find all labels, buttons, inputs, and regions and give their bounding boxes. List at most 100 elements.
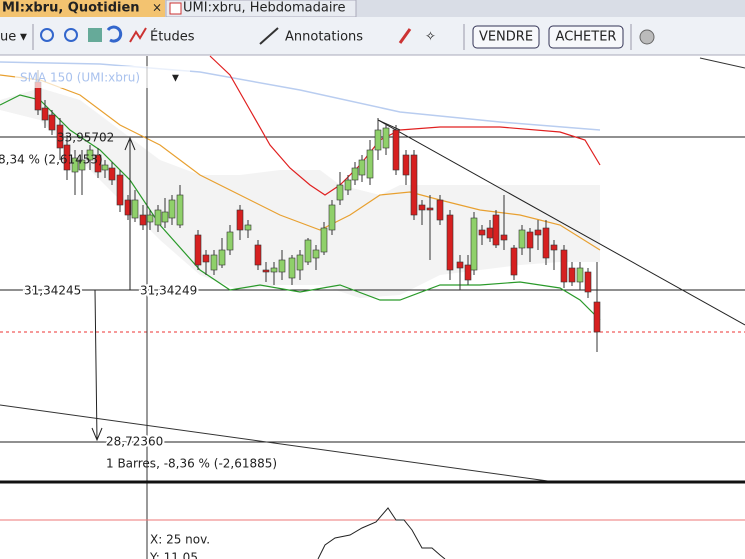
candle-body: [210, 254, 218, 271]
buy-button[interactable]: [548, 25, 624, 49]
candle-body: [518, 229, 526, 249]
tab-label: UMI:xbru, Hebdomadaire: [183, 1, 346, 16]
candle-body: [446, 214, 454, 271]
candle-body: [410, 154, 418, 216]
candle-body: [576, 267, 584, 283]
candle-body: [470, 217, 478, 271]
candle-body: [392, 129, 400, 171]
crosshair-x: X: 25 nov.: [150, 533, 210, 547]
zoom-in[interactable]: [40, 28, 54, 42]
candle-body: [492, 214, 500, 246]
candle-body: [244, 224, 252, 231]
candle-body: [510, 247, 518, 276]
candle-body: [262, 269, 270, 273]
candle-body: [194, 234, 202, 266]
oscillator-line: [317, 507, 446, 559]
candle-body: [374, 129, 382, 151]
candle-body: [101, 164, 109, 171]
buy-label: ACHETER: [556, 30, 617, 45]
annotation: 1 Barres, -8,36 % (-2,61885): [106, 457, 277, 471]
crosshair-icon[interactable]: ✧: [425, 30, 436, 45]
candle-body: [478, 229, 486, 236]
candle-body: [320, 227, 328, 253]
trendline: [0, 404, 556, 483]
candle-body: [336, 184, 344, 201]
candle-body: [584, 271, 592, 293]
candle-body: [131, 199, 139, 219]
candle-body: [344, 179, 352, 191]
candle-body: [161, 211, 169, 223]
candle-body: [108, 167, 116, 181]
candle-body: [218, 249, 226, 266]
active-tab[interactable]: [0, 0, 165, 17]
candle-body: [550, 244, 558, 251]
candle-body: [358, 159, 366, 176]
candle-body: [542, 227, 550, 259]
candle-body: [593, 301, 601, 333]
candle-body: [328, 204, 336, 231]
studies-menu[interactable]: Études: [150, 29, 195, 45]
upper-band: [209, 55, 601, 196]
annotation: 8,34 % (2,61453): [0, 153, 103, 167]
zoom-out[interactable]: [64, 28, 78, 42]
candle-body: [48, 114, 56, 131]
candle-body: [86, 149, 94, 161]
dropdown-arrow: ▼: [20, 33, 27, 43]
measure-arrow: [91, 289, 103, 442]
candle-body: [176, 194, 184, 226]
reset-icon[interactable]: [106, 25, 123, 43]
candle-body: [456, 261, 464, 269]
lower-band: [0, 94, 601, 321]
candle-body: [534, 229, 542, 236]
candle-body: [486, 227, 494, 239]
settings-icon[interactable]: [639, 29, 655, 45]
middle-band: [0, 74, 601, 251]
candle-body: [288, 257, 296, 279]
candle-body: [436, 199, 444, 221]
crosshair-y: Y: 11,05: [149, 551, 198, 559]
candle-body: [71, 157, 79, 173]
candle-body: [351, 167, 359, 181]
candle-body: [94, 154, 102, 173]
toolbar: [0, 17, 745, 55]
annotation-icon[interactable]: [259, 27, 279, 45]
menu-button[interactable]: ue: [0, 30, 16, 45]
candle-body: [270, 267, 278, 273]
candle-body: [568, 267, 576, 283]
dropdown-arrow[interactable]: ▼: [172, 74, 179, 84]
tab-icon: [169, 2, 182, 15]
annotations-menu[interactable]: Annotations: [285, 30, 363, 45]
sell-label: VENDRE: [479, 30, 533, 45]
tab-label: MI:xbru, Quotidien: [2, 1, 140, 16]
annotation: 28,72360: [106, 435, 163, 449]
candle-body: [426, 207, 434, 211]
candle-body: [296, 254, 304, 271]
candle-body: [366, 149, 374, 179]
candle-body: [464, 264, 472, 281]
price-chart: SMA 150 (UMI:xbru) ▼ 33,95702 8,34 % (2,…: [0, 55, 745, 559]
candle-body: [402, 154, 410, 176]
annotation: 31,34249: [140, 284, 197, 298]
candle-body: [418, 204, 426, 211]
indicator-box[interactable]: [15, 66, 190, 88]
eraser-icon[interactable]: [398, 28, 412, 44]
candle-body: [41, 107, 49, 121]
candle-body: [154, 209, 162, 226]
trendline: [377, 119, 745, 326]
candle-body: [304, 239, 312, 263]
trendline: [699, 57, 745, 69]
tab-close[interactable]: ×: [152, 1, 162, 15]
annotation: 31,34245: [24, 284, 81, 298]
candle-body: [202, 254, 210, 263]
candle-body: [382, 127, 390, 149]
candle-body: [560, 249, 568, 283]
candle-body: [312, 249, 320, 259]
sell-button[interactable]: [472, 25, 540, 49]
candle-body: [63, 144, 71, 171]
measure-arrow: [124, 136, 136, 290]
studies-icon[interactable]: [129, 27, 147, 43]
annotation: 33,95702: [57, 131, 114, 145]
pan-icon[interactable]: [88, 28, 102, 42]
